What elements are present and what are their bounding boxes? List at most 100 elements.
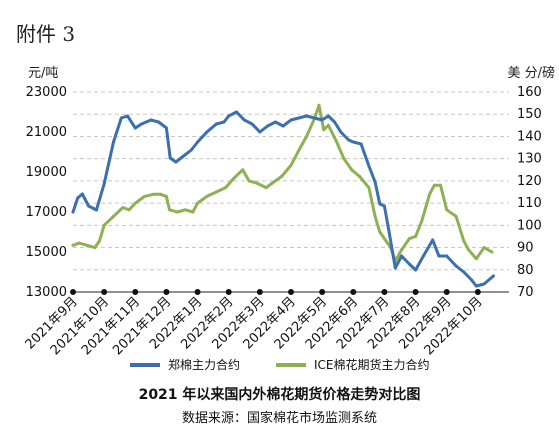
series-line — [71, 110, 495, 288]
data-point — [231, 177, 235, 181]
data-point — [222, 120, 226, 124]
legend-item-ice: ICE棉花期货主力合约 — [276, 356, 430, 373]
x-axis-tick-marker — [412, 289, 419, 295]
data-point — [76, 196, 80, 200]
data-point — [126, 114, 129, 118]
data-point — [196, 201, 200, 205]
data-point — [482, 282, 486, 286]
legend-swatch-zhengmian — [130, 362, 160, 367]
data-point — [112, 214, 115, 218]
data-point — [258, 130, 262, 134]
data-point — [482, 246, 486, 250]
data-point — [420, 219, 424, 223]
data-point — [470, 278, 474, 282]
data-point — [384, 239, 388, 243]
data-point — [373, 180, 377, 184]
right-axis-tick-label: 110 — [517, 196, 542, 211]
data-point — [189, 148, 193, 152]
x-axis-tick-marker — [70, 289, 76, 295]
data-point — [289, 163, 293, 167]
data-point — [143, 194, 147, 198]
data-point — [247, 179, 251, 183]
data-point — [431, 238, 435, 242]
x-axis-tick-marker — [256, 289, 263, 295]
data-point — [382, 204, 386, 208]
data-point — [359, 142, 363, 146]
data-point — [102, 223, 106, 227]
data-point — [432, 183, 436, 187]
left-axis-tick-label: 19000 — [26, 165, 67, 180]
data-point — [98, 239, 101, 243]
right-axis-tick-label: 100 — [517, 218, 542, 233]
data-point — [152, 192, 156, 196]
data-point — [462, 270, 466, 274]
legend-item-zhengmian: 郑棉主力合约 — [130, 356, 240, 373]
data-point — [227, 114, 231, 118]
data-point — [175, 210, 179, 214]
data-point — [378, 230, 382, 234]
data-point — [71, 210, 75, 214]
data-point — [93, 246, 97, 250]
data-point — [474, 257, 478, 261]
x-axis-tick-marker — [319, 289, 326, 295]
data-point — [235, 110, 238, 114]
data-point — [350, 168, 354, 172]
x-axis-ticks: 2021年9月2021年10月2021年11月2021年12月2022年1月20… — [23, 289, 509, 358]
data-point — [393, 266, 397, 270]
x-axis-tick-marker — [288, 289, 294, 295]
data-point — [255, 181, 259, 185]
data-point — [168, 156, 172, 160]
series-line — [71, 103, 494, 263]
data-point — [387, 230, 391, 234]
data-point — [400, 248, 404, 252]
data-point — [322, 128, 326, 132]
x-axis-tick-marker — [132, 289, 139, 295]
data-point — [280, 174, 284, 178]
data-point — [157, 120, 161, 124]
x-axis-tick-marker — [443, 289, 450, 295]
data-point — [462, 239, 466, 243]
data-point — [127, 208, 131, 212]
data-point — [474, 284, 478, 288]
right-axis-ticks: 160 150 140 130 120 110 100 90 80 70 — [517, 85, 542, 300]
data-point — [407, 237, 411, 241]
data-point — [490, 250, 494, 254]
right-axis-tick-label: 150 — [517, 107, 542, 122]
data-point — [454, 214, 458, 218]
data-point — [367, 186, 371, 190]
data-point — [80, 192, 84, 196]
data-point — [87, 204, 91, 208]
data-point — [305, 114, 309, 118]
data-point — [214, 190, 218, 194]
data-point — [164, 194, 168, 198]
data-point — [266, 124, 270, 128]
data-point — [414, 234, 418, 238]
data-point — [305, 134, 309, 138]
left-axis-tick-label: 17000 — [26, 205, 67, 220]
data-point — [373, 214, 377, 218]
chart-title: 2021 年以来国内外棉花期货价格走势对比图 — [138, 387, 421, 403]
data-point — [367, 164, 371, 168]
data-point — [205, 194, 209, 198]
x-axis-tick-marker — [225, 289, 232, 295]
left-axis-tick-label: 15000 — [26, 245, 67, 260]
data-point — [133, 126, 137, 130]
data-point — [205, 130, 209, 134]
data-point — [428, 192, 432, 196]
data-point — [334, 139, 338, 143]
data-point — [264, 186, 268, 190]
data-point — [421, 254, 425, 258]
x-axis-tick-marker — [194, 289, 201, 295]
data-point — [183, 208, 187, 212]
data-point — [281, 124, 285, 128]
data-point — [414, 268, 418, 272]
data-point — [326, 123, 330, 127]
data-point — [242, 118, 246, 122]
chart-source: 数据来源：国家棉花市场监测系统 — [181, 411, 377, 426]
left-axis-tick-label: 13000 — [26, 285, 67, 300]
data-point — [333, 120, 337, 124]
left-axis-ticks: 23000 21000 19000 17000 15000 13000 — [26, 85, 67, 300]
data-point — [241, 168, 245, 172]
data-point — [77, 241, 81, 245]
